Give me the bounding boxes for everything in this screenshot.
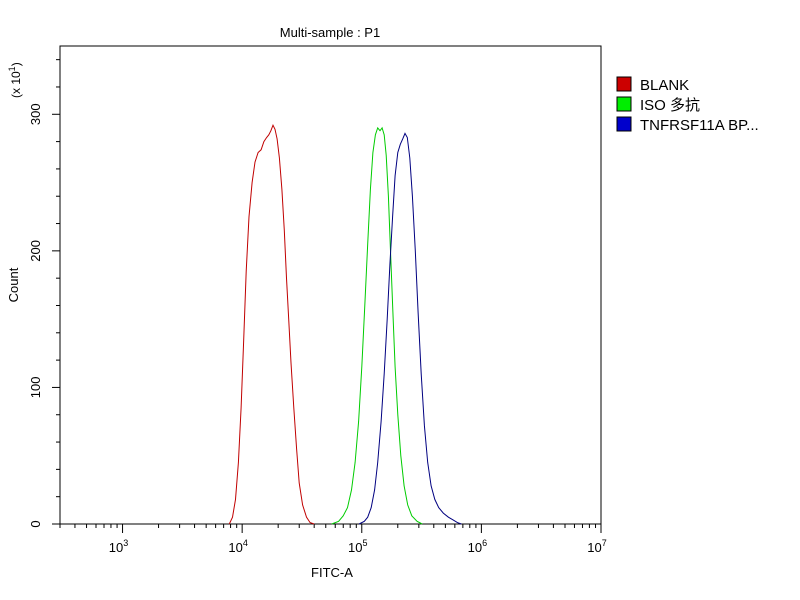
x-tick-label: 106 [468, 538, 487, 555]
y-tick-label: 0 [28, 520, 43, 527]
x-tick-label: 104 [228, 538, 247, 555]
series-line-1 [331, 126, 423, 525]
y-multiplier-text: (x 10 [9, 71, 23, 98]
x-tick-label: 103 [109, 538, 128, 555]
x-axis-label: FITC-A [311, 565, 353, 580]
series-line-2 [358, 132, 462, 525]
legend-swatch-iso [616, 96, 632, 112]
y-axis-multiplier: (x 101) [7, 62, 23, 98]
y-tick-label: 300 [28, 103, 43, 125]
plot-frame [59, 45, 602, 525]
y-tick-label: 200 [28, 240, 43, 262]
legend-label-tnfrsf11a: TNFRSF11A BP... [640, 117, 759, 134]
series-line-0 [228, 123, 315, 525]
y-axis-label: Count [6, 267, 21, 302]
y-multiplier-close: ) [9, 62, 23, 66]
chart-title: Multi-sample : P1 [280, 25, 380, 40]
legend: BLANK ISO 多抗 TNFRSF11A BP... [616, 76, 759, 134]
legend-label-blank: BLANK [640, 77, 689, 94]
legend-swatch-blank [616, 76, 632, 92]
x-tick-label: 107 [587, 538, 606, 555]
y-tick-label: 100 [28, 377, 43, 399]
series-layer [228, 123, 462, 525]
legend-label-iso: ISO 多抗 [640, 97, 700, 114]
y-multiplier-exponent: 1 [7, 66, 17, 71]
legend-swatch-tnfrsf11a [616, 116, 632, 132]
x-tick-label: 105 [348, 538, 367, 555]
axis-ticks: 103 104 105 106 107 0 100 200 300 [28, 59, 607, 555]
